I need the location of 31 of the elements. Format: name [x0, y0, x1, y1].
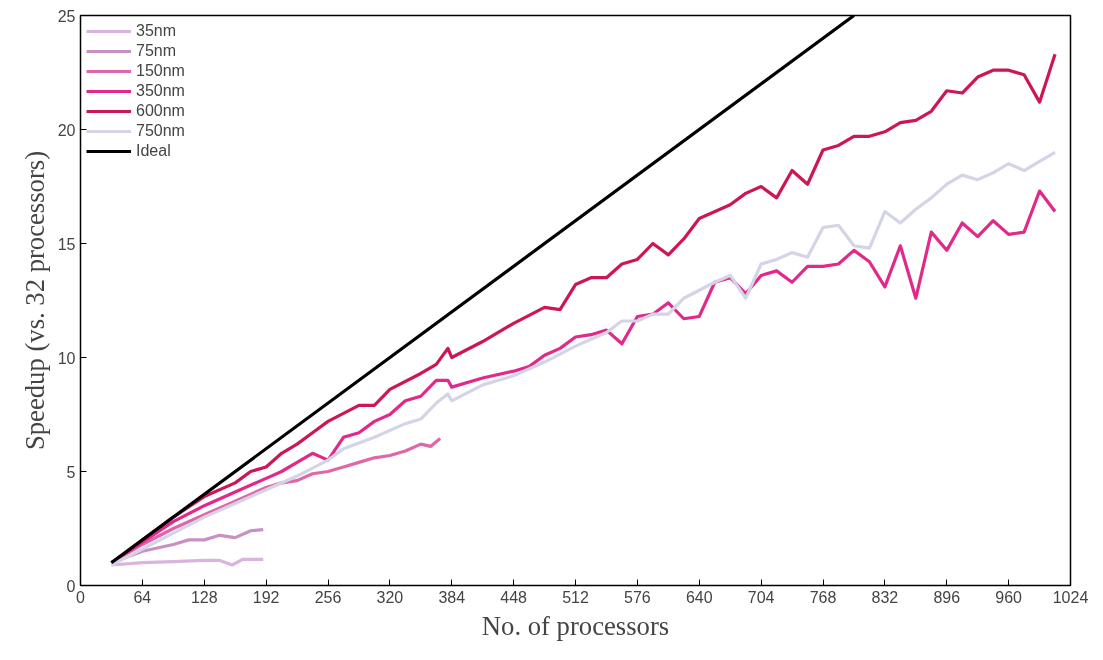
legend-label: 75nm	[136, 42, 177, 60]
x-tick-label: 576	[624, 588, 651, 606]
x-tick-label: 640	[685, 588, 713, 606]
y-tick-label: 25	[57, 7, 76, 25]
y-tick-label: 5	[66, 463, 76, 481]
x-tick-label: 960	[995, 588, 1023, 606]
legend-label: 350nm	[136, 82, 185, 100]
legend-label: 600nm	[136, 102, 185, 120]
x-axis-title: No. of processors	[481, 610, 670, 641]
x-tick-label: 448	[500, 588, 528, 606]
legend-label: Ideal	[136, 142, 171, 160]
x-tick-label: 896	[933, 588, 961, 606]
y-tick-label: 15	[57, 235, 76, 253]
x-tick-label: 768	[809, 588, 837, 606]
y-tick-label: 0	[66, 577, 76, 595]
x-tick-label: 192	[252, 588, 280, 606]
x-tick-label: 64	[133, 588, 152, 606]
legend-label: 150nm	[136, 62, 185, 80]
legend-label: 750nm	[136, 122, 185, 140]
legend-label: 35nm	[136, 22, 177, 40]
x-tick-label: 256	[314, 588, 342, 606]
x-tick-label: 128	[190, 588, 218, 606]
x-tick-label: 1024	[1052, 588, 1089, 606]
y-axis-title: Speedup (vs. 32 processors)	[19, 150, 50, 451]
x-tick-label: 320	[376, 588, 404, 606]
x-tick-label: 832	[871, 588, 899, 606]
y-tick-label: 20	[57, 121, 76, 139]
x-tick-label: 704	[747, 588, 775, 606]
y-tick-label: 10	[57, 349, 76, 367]
x-tick-label: 512	[562, 588, 589, 606]
x-tick-label: 384	[438, 588, 466, 606]
